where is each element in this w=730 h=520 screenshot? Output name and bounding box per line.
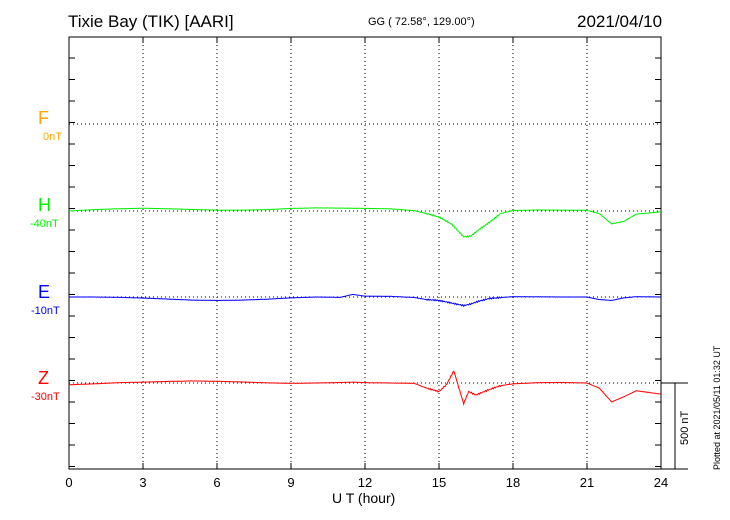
x-tick-label: 6 — [213, 475, 220, 490]
x-tick-label: 21 — [580, 475, 594, 490]
x-tick-label: 0 — [65, 475, 72, 490]
plotted-timestamp: Plotted at 2021/05/11 01:32 UT — [712, 345, 722, 470]
coordinates-label: GG ( 72.58°, 129.00°) — [368, 16, 475, 28]
component-f-name: F — [38, 108, 49, 128]
component-e-offset: -10nT — [31, 305, 60, 317]
x-tick-label: 24 — [654, 475, 668, 490]
component-h-offset: -40nT — [30, 218, 59, 230]
series-h-line — [68, 207, 661, 238]
component-h-name: H — [38, 195, 51, 215]
component-f-offset: 0nT — [43, 131, 62, 143]
x-tick-label: 9 — [287, 475, 294, 490]
date-label: 2021/04/10 — [577, 12, 663, 31]
component-e-name: E — [38, 282, 51, 302]
component-z-name: Z — [38, 368, 49, 388]
series-z-line — [68, 370, 662, 407]
x-axis-label: U T (hour) — [332, 490, 396, 506]
station-title: Tixie Bay (TIK) [AARI] — [68, 12, 234, 31]
series-e-line — [68, 293, 662, 308]
x-tick-label: 3 — [139, 475, 146, 490]
x-tick-label: 18 — [506, 475, 520, 490]
x-tick-label: 12 — [358, 475, 372, 490]
component-z-offset: -30nT — [31, 391, 60, 403]
scale-bar-label: 500 nT — [679, 410, 691, 445]
x-tick-label: 15 — [432, 475, 446, 490]
